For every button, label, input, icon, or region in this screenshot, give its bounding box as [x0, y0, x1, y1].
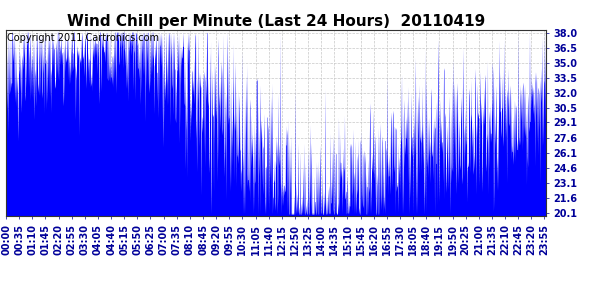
Text: Copyright 2011 Cartronics.com: Copyright 2011 Cartronics.com — [7, 33, 159, 43]
Title: Wind Chill per Minute (Last 24 Hours)  20110419: Wind Chill per Minute (Last 24 Hours) 20… — [67, 14, 485, 29]
